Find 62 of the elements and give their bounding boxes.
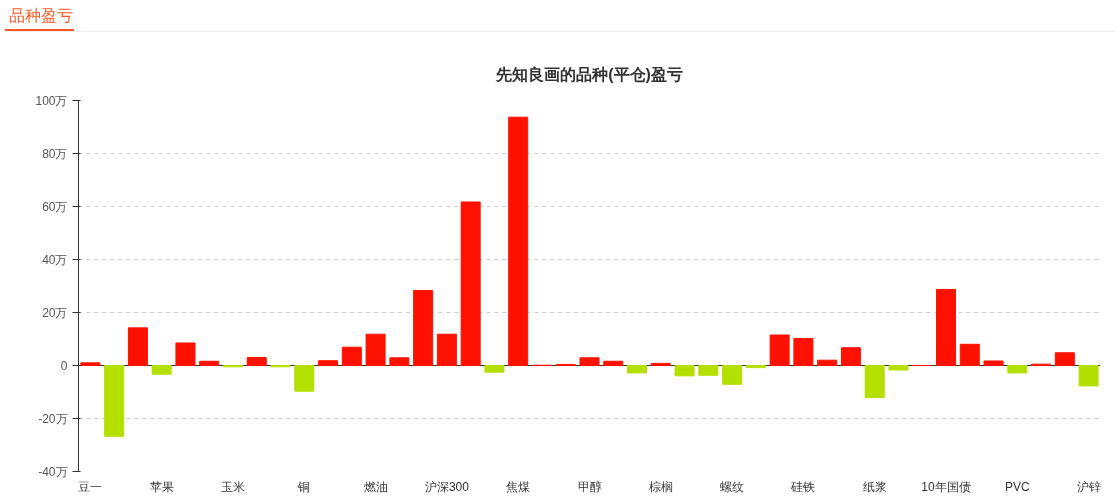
y-tick-label: 20万: [42, 305, 68, 320]
x-tick-label: 棕榈: [648, 479, 673, 494]
bar: [603, 360, 624, 366]
x-tick-label: 螺纹: [720, 479, 745, 494]
bar: [983, 360, 1004, 366]
bar: [674, 365, 695, 377]
bar: [1054, 352, 1075, 366]
bar: [579, 357, 600, 366]
bar: [936, 288, 957, 366]
bar: [127, 327, 148, 366]
x-tick-label: 10年国债: [921, 479, 971, 494]
x-tick-label: 沪深300: [424, 479, 470, 494]
bar: [460, 201, 481, 366]
bar: [959, 343, 980, 366]
x-tick-label: 纸浆: [862, 479, 887, 494]
bar: [318, 360, 339, 366]
y-tick-label: 100万: [35, 93, 68, 108]
y-tick-label: 40万: [42, 252, 68, 267]
bar: [80, 362, 101, 366]
bar: [745, 365, 766, 369]
chart-title: 先知良画的品种(平仓)盈亏: [495, 66, 683, 83]
y-tick-label: -20万: [38, 411, 68, 426]
y-tick-label: 0: [60, 358, 68, 373]
y-tick-label: -40万: [38, 464, 68, 479]
bar: [151, 365, 172, 375]
bar: [389, 357, 410, 366]
bar: [294, 365, 315, 392]
x-tick-label: 豆一: [78, 479, 103, 494]
bar: [627, 365, 648, 374]
x-tick-label: 燃油: [363, 479, 388, 494]
x-tick-label: 玉米: [220, 479, 245, 494]
y-tick-label: 60万: [42, 199, 68, 214]
bar: [199, 360, 220, 366]
x-tick-label: 沪锌: [1076, 479, 1101, 494]
bar: [484, 365, 505, 373]
bar: [793, 337, 814, 366]
text: 品种盈亏: [5, 5, 74, 31]
bar: [413, 290, 434, 366]
bar: [341, 346, 362, 366]
bar: [246, 357, 267, 366]
bar: [508, 116, 529, 366]
bar: [650, 362, 671, 366]
bar: [1078, 365, 1099, 387]
x-tick-label: PVC: [1004, 479, 1030, 494]
bar: [1007, 365, 1028, 374]
bar: [722, 365, 743, 385]
bar: [888, 365, 909, 371]
bar: [817, 359, 838, 366]
bar: [365, 333, 386, 366]
y-tick-label: 80万: [42, 146, 68, 161]
bar: [864, 365, 885, 399]
x-tick-label: 焦煤: [506, 479, 531, 494]
x-tick-label: 苹果: [149, 479, 174, 494]
bar: [698, 365, 719, 376]
x-tick-label: 甲醇: [577, 479, 602, 494]
bar: [175, 342, 196, 366]
bar: [769, 334, 790, 366]
x-tick-label: 硅铁: [790, 479, 816, 494]
bar: [840, 347, 861, 366]
x-tick-label: 铜: [297, 479, 311, 494]
bar: [436, 333, 457, 366]
bar: [104, 365, 125, 437]
